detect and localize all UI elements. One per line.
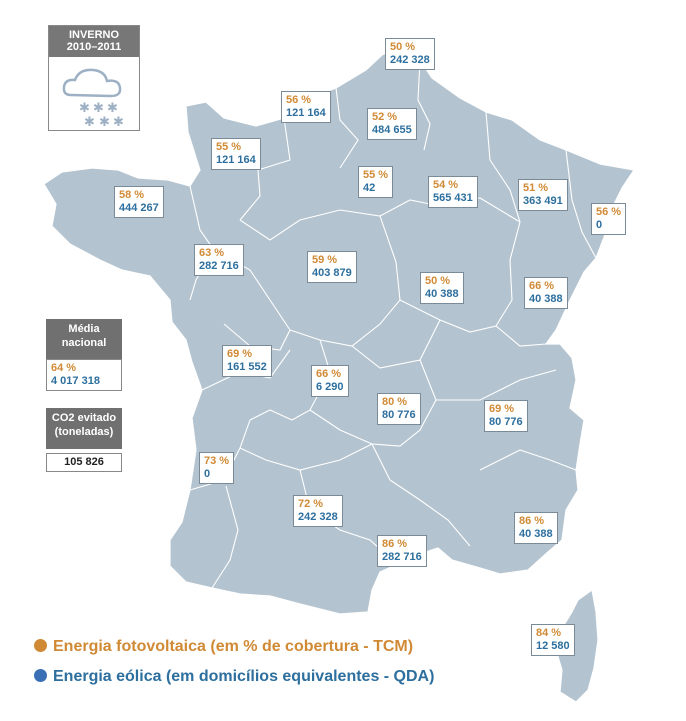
region-label: 86 % 282 716 — [377, 535, 427, 567]
national-average-title: Média nacional — [46, 319, 122, 360]
region-pct: 69 % — [489, 403, 515, 415]
region-value: 121 164 — [286, 107, 326, 119]
region-label: 58 % 444 267 — [114, 186, 164, 218]
national-pct: 64 % — [51, 362, 77, 374]
region-label: 55 % 121 164 — [211, 138, 261, 170]
region-value: 282 716 — [199, 260, 239, 272]
season-title-line1: INVERNO — [68, 29, 120, 41]
season-panel: INVERNO 2010–2011 ✱ ✱ ✱ ✱ ✱ ✱ — [48, 25, 140, 131]
region-pct: 59 % — [312, 254, 338, 266]
co2-value: 105 826 — [46, 453, 122, 472]
region-value: 40 388 — [519, 528, 553, 540]
region-label: 84 % 12 580 — [531, 624, 575, 656]
region-pct: 51 % — [523, 182, 549, 194]
region-value: 12 580 — [536, 640, 570, 652]
svg-text:✱: ✱ — [99, 115, 110, 129]
region-value: 444 267 — [119, 202, 159, 214]
region-pct: 54 % — [433, 179, 459, 191]
region-value: 403 879 — [312, 267, 352, 279]
region-value: 121 164 — [216, 154, 256, 166]
co2-title: CO2 evitado (toneladas) — [46, 408, 122, 449]
svg-text:✱: ✱ — [93, 101, 104, 116]
season-title: INVERNO 2010–2011 — [49, 26, 139, 57]
region-pct: 80 % — [382, 396, 408, 408]
region-value: 282 716 — [382, 551, 422, 563]
region-value: 40 388 — [425, 288, 459, 300]
region-pct: 86 % — [519, 515, 545, 527]
svg-text:✱: ✱ — [113, 115, 124, 129]
region-label: 54 % 565 431 — [428, 176, 478, 208]
region-pct: 66 % — [316, 368, 342, 380]
region-label: 69 % 161 552 — [222, 345, 272, 377]
region-label: 52 % 484 655 — [367, 108, 417, 140]
region-pct: 56 % — [286, 94, 312, 106]
svg-text:✱: ✱ — [107, 101, 118, 116]
region-value: 484 655 — [372, 124, 412, 136]
legend-solar-label: Energia fotovoltaica (em % de cobertura … — [53, 638, 414, 655]
region-value: 363 491 — [523, 195, 563, 207]
legend-solar: Energia fotovoltaica (em % de cobertura … — [34, 638, 413, 656]
region-pct: 55 % — [363, 169, 389, 181]
region-pct: 58 % — [119, 189, 145, 201]
svg-text:✱: ✱ — [84, 115, 95, 129]
region-label: 69 % 80 776 — [484, 400, 528, 432]
co2-title-line1: CO2 evitado — [51, 412, 117, 424]
legend-wind-label: Energia eólica (em domicílios equivalent… — [53, 668, 435, 685]
region-label: 56 % 121 164 — [281, 91, 331, 123]
region-pct: 86 % — [382, 538, 408, 550]
region-value: 0 — [596, 219, 603, 231]
region-value: 242 328 — [390, 54, 430, 66]
region-label: 73 % 0 — [199, 452, 235, 484]
region-label: 55 % 42 — [358, 166, 394, 198]
region-pct: 72 % — [298, 498, 324, 510]
national-title-line2: nacional — [61, 337, 107, 349]
region-label: 72 % 242 328 — [293, 495, 343, 527]
region-value: 80 776 — [489, 416, 523, 428]
season-title-line2: 2010–2011 — [66, 41, 122, 53]
region-label: 59 % 403 879 — [307, 251, 357, 283]
legend-wind: Energia eólica (em domicílios equivalent… — [34, 668, 434, 686]
co2-title-line2: (toneladas) — [54, 426, 114, 438]
region-value: 80 776 — [382, 409, 416, 421]
france-mainland — [43, 47, 635, 615]
region-label: 66 % 6 290 — [311, 365, 349, 397]
region-pct: 50 % — [425, 275, 451, 287]
region-pct: 56 % — [596, 206, 622, 218]
region-label: 51 % 363 491 — [518, 179, 568, 211]
region-label: 63 % 282 716 — [194, 244, 244, 276]
national-title-line1: Média — [68, 323, 100, 335]
region-label: 66 % 40 388 — [524, 277, 568, 309]
snow-cloud-icon: ✱ ✱ ✱ ✱ ✱ ✱ — [62, 68, 124, 130]
region-label: 50 % 40 388 — [420, 272, 464, 304]
region-pct: 52 % — [372, 111, 398, 123]
region-value: 42 — [363, 182, 376, 194]
wind-dot-icon — [34, 669, 47, 682]
solar-dot-icon — [34, 639, 47, 652]
region-pct: 63 % — [199, 247, 225, 259]
region-label: 80 % 80 776 — [377, 393, 421, 425]
national-average-values: 64 % 4 017 318 — [46, 359, 122, 391]
region-pct: 73 % — [204, 455, 230, 467]
region-pct: 66 % — [529, 280, 555, 292]
national-value: 4 017 318 — [51, 375, 100, 387]
region-value: 565 431 — [433, 192, 473, 204]
region-label: 50 % 242 328 — [385, 38, 435, 70]
region-pct: 69 % — [227, 348, 253, 360]
region-pct: 84 % — [536, 627, 562, 639]
region-value: 0 — [204, 468, 211, 480]
region-label: 86 % 40 388 — [514, 512, 558, 544]
region-value: 242 328 — [298, 511, 338, 523]
region-label: 56 % 0 — [591, 203, 627, 235]
region-value: 6 290 — [316, 381, 344, 393]
region-pct: 50 % — [390, 41, 416, 53]
region-value: 161 552 — [227, 361, 267, 373]
region-pct: 55 % — [216, 141, 242, 153]
region-value: 40 388 — [529, 293, 563, 305]
svg-text:✱: ✱ — [79, 101, 90, 116]
